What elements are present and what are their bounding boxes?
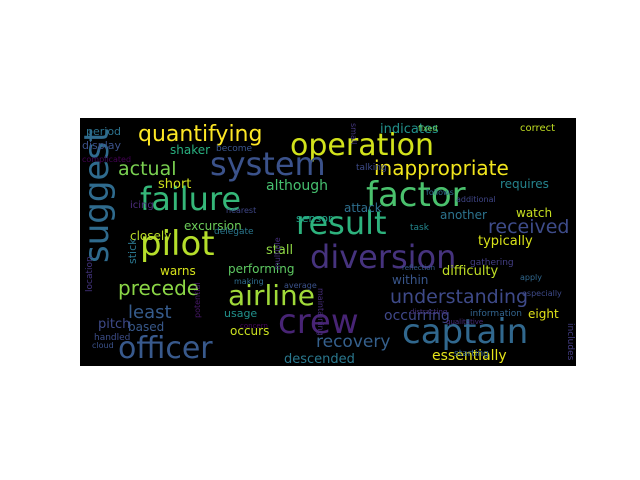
word-gathering: gathering (470, 258, 514, 268)
word-although: although (266, 178, 328, 194)
word-occurs: occurs (230, 324, 269, 338)
word-follows: follows (426, 188, 454, 197)
word-failure: failure (140, 180, 241, 218)
word-short: short (158, 177, 191, 192)
word-shaker: shaker (170, 143, 210, 157)
word-qualitative: qualitative (446, 318, 483, 326)
word-stick: stick (126, 238, 139, 264)
word-nearest: nearest (226, 206, 256, 215)
word-handled: handled (94, 333, 130, 343)
word-small: small (349, 123, 358, 144)
word-potential: potential (193, 282, 202, 318)
word-information: information (470, 309, 522, 319)
word-difficulty: difficulty (442, 264, 499, 279)
word-essentially: essentially (432, 348, 507, 364)
word-occurring: occurring (384, 308, 450, 324)
word-attack: attack (344, 201, 382, 215)
word-received: received (488, 216, 570, 238)
word-warns: warns (160, 264, 196, 278)
word-within: within (392, 273, 428, 287)
word-system: system (210, 145, 326, 183)
word-cloud-background (80, 118, 576, 366)
word-recovery: recovery (316, 332, 390, 352)
word-airline: airline (228, 279, 315, 312)
word-maintaining: maintaining (316, 288, 325, 336)
word-understanding: understanding (390, 286, 528, 308)
word-pilot: pilot (140, 224, 215, 264)
word-watch: watch (516, 206, 552, 220)
word-apply: apply (520, 273, 542, 282)
word-closely: closely (130, 229, 171, 243)
word-period: period (86, 125, 121, 138)
word-location: location (85, 256, 95, 292)
word-requires: requires (500, 177, 549, 191)
word-delegate: delegate (214, 227, 254, 237)
word-quantifying: quantifying (138, 122, 262, 147)
word-indicates: indicates (380, 122, 439, 137)
word-another: another (440, 208, 487, 222)
word-fixed: fixed (418, 124, 438, 133)
word-based: based (128, 320, 164, 334)
word-reflection: reflection (402, 264, 435, 272)
word-especially: especially (522, 289, 562, 298)
word-additional: additional (456, 195, 496, 204)
word-crew: crew (278, 302, 359, 342)
word-least: least (128, 302, 172, 323)
word-typically: typically (478, 234, 533, 249)
word-suggest: suggest (80, 129, 117, 263)
word-distracting: distracting (410, 308, 447, 316)
word-concern: concern (240, 322, 268, 330)
word-usage: usage (224, 307, 257, 320)
word-sensor: sensor (296, 212, 333, 225)
word-officer: officer (118, 331, 213, 366)
word-making: making (234, 277, 264, 286)
word-factor: factor (366, 175, 466, 215)
word-cloud: cloud (92, 341, 114, 350)
word-performing: performing (228, 262, 294, 276)
word-operation: operation (290, 128, 434, 163)
word-descended: descended (284, 352, 355, 366)
word-eight: eight (528, 307, 559, 321)
word-includes: includes (565, 323, 575, 361)
word-diversion: diversion (310, 238, 456, 276)
word-pitch: pitch (98, 317, 130, 332)
word-multiple: multiple (273, 237, 282, 270)
word-captain: captain (402, 312, 528, 352)
word-stall: stall (266, 243, 293, 258)
word-task: task (410, 223, 430, 233)
word-display: display (82, 139, 122, 152)
word-result: result (296, 204, 387, 242)
word-excursion: excursion (184, 219, 242, 233)
word-cloud: quantifying operation system failure factor r… (80, 118, 576, 366)
word-become: become (216, 144, 252, 154)
word-precede: precede (118, 276, 199, 300)
word-talking: talking (356, 163, 387, 173)
word-average: average (284, 281, 317, 290)
word-complicated: complicated (82, 155, 131, 164)
word-starting: starting (454, 349, 489, 359)
word-actual: actual (118, 158, 177, 180)
word-inappropriate: inappropriate (374, 156, 509, 180)
word-icing: icing (130, 200, 154, 211)
word-correct: correct (520, 123, 555, 134)
